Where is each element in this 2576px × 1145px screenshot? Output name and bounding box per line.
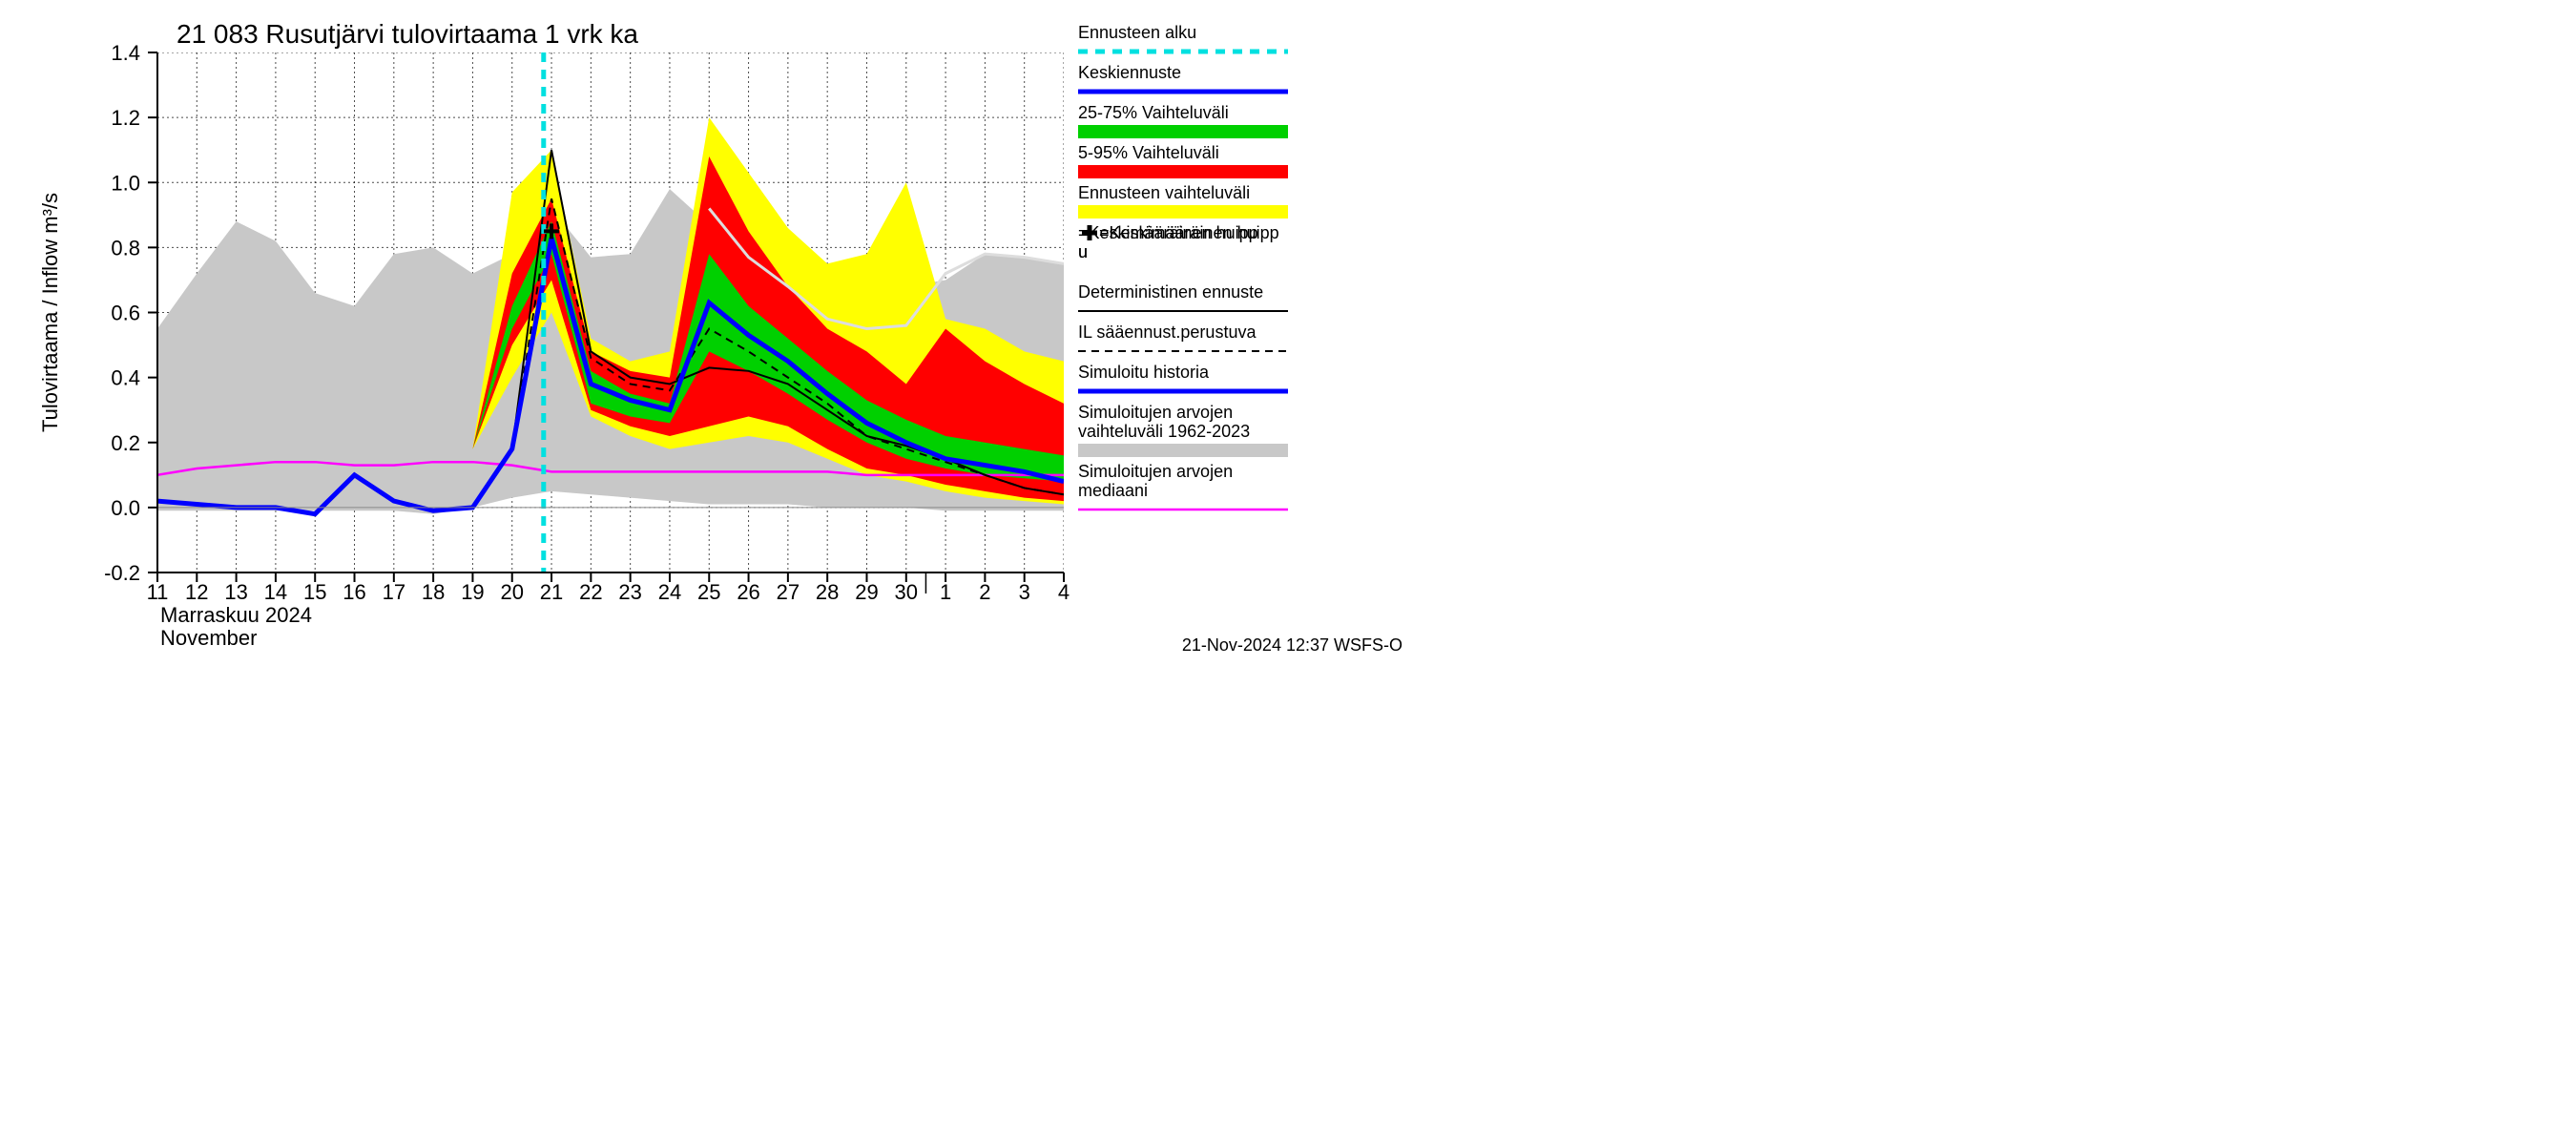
svg-text:26: 26 (737, 580, 759, 604)
legend-label: vaihteluväli 1962-2023 (1078, 422, 1250, 441)
svg-text:11: 11 (147, 580, 169, 604)
svg-text:1.2: 1.2 (111, 106, 140, 130)
svg-text:23: 23 (618, 580, 641, 604)
legend-label: 5-95% Vaihteluväli (1078, 143, 1219, 162)
legend-label: Ennusteen vaihteluväli (1078, 183, 1250, 202)
chart-container: -0.20.00.20.40.60.81.01.21.4111213141516… (0, 0, 1431, 668)
x-axis-label-2: November (160, 626, 257, 650)
svg-text:15: 15 (303, 580, 326, 604)
svg-text:12: 12 (185, 580, 208, 604)
chart-title: 21 083 Rusutjärvi tulovirtaama 1 vrk ka (177, 19, 638, 49)
svg-text:22: 22 (579, 580, 602, 604)
chart-svg: -0.20.00.20.40.60.81.01.21.4111213141516… (0, 0, 1431, 668)
svg-text:0.4: 0.4 (111, 366, 140, 390)
svg-text:0.8: 0.8 (111, 236, 140, 260)
svg-text:0.2: 0.2 (111, 431, 140, 455)
svg-text:21: 21 (540, 580, 563, 604)
legend-label: IL sääennust.perustuva (1078, 323, 1257, 342)
svg-text:1.0: 1.0 (111, 171, 140, 195)
svg-text:=Keskimääräinen huipp: =Keskimääräinen huipp (1099, 223, 1279, 242)
svg-text:17: 17 (383, 580, 405, 604)
svg-text:13: 13 (224, 580, 247, 604)
y-axis-label: Tulovirtaama / Inflow m³/s (38, 193, 62, 432)
svg-text:20: 20 (500, 580, 523, 604)
svg-text:19: 19 (461, 580, 484, 604)
footer-timestamp: 21-Nov-2024 12:37 WSFS-O (1182, 635, 1402, 655)
legend-label: Simuloitu historia (1078, 363, 1210, 382)
legend-label: Ennusteen alku (1078, 23, 1196, 42)
legend-label: Simuloitujen arvojen (1078, 462, 1233, 481)
svg-text:-0.2: -0.2 (104, 561, 140, 585)
svg-text:24: 24 (658, 580, 681, 604)
legend-label: 25-75% Vaihteluväli (1078, 103, 1229, 122)
svg-text:30: 30 (895, 580, 918, 604)
svg-text:2: 2 (979, 580, 990, 604)
legend-label: Keskiennuste (1078, 63, 1181, 82)
svg-text:1: 1 (940, 580, 951, 604)
legend-label: Deterministinen ennuste (1078, 282, 1263, 302)
svg-text:0.6: 0.6 (111, 302, 140, 325)
svg-text:29: 29 (855, 580, 878, 604)
plot-area (157, 52, 1064, 572)
legend-label: mediaani (1078, 481, 1148, 500)
svg-text:18: 18 (422, 580, 445, 604)
svg-text:3: 3 (1019, 580, 1030, 604)
svg-text:u: u (1078, 242, 1088, 261)
svg-text:27: 27 (777, 580, 800, 604)
svg-text:14: 14 (264, 580, 287, 604)
x-axis-label-1: Marraskuu 2024 (160, 603, 312, 627)
svg-text:0.0: 0.0 (111, 496, 140, 520)
legend-label: Simuloitujen arvojen (1078, 403, 1233, 422)
svg-text:16: 16 (343, 580, 365, 604)
svg-text:4: 4 (1058, 580, 1070, 604)
svg-text:25: 25 (697, 580, 720, 604)
svg-text:1.4: 1.4 (111, 41, 140, 65)
svg-text:28: 28 (816, 580, 839, 604)
